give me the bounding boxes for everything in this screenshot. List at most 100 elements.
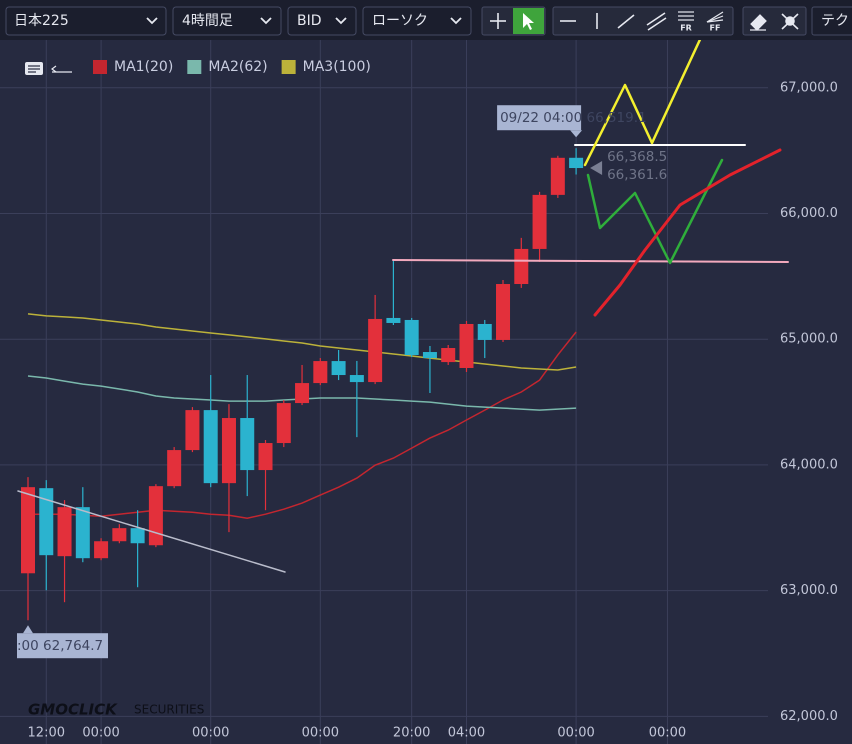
candle-body <box>130 528 145 544</box>
x-tick-label: 20:00 <box>393 726 430 741</box>
logo-sub: SECURITIES <box>134 703 204 717</box>
price-type-dropdown[interactable] <box>287 6 357 36</box>
legend: MA1(20) MA2(62) MA3(100) <box>25 59 371 75</box>
legend-collapse-icon[interactable] <box>51 65 72 73</box>
symbol-dropdown[interactable] <box>5 6 167 36</box>
path-drawing <box>593 148 782 317</box>
y-tick-label: 67,000.0 <box>780 80 838 95</box>
candle-body <box>550 157 565 195</box>
low-marker-label: :00 62,764.7 <box>17 638 103 654</box>
erase-group <box>742 6 807 36</box>
symbol-label: 日本225 <box>14 13 69 29</box>
x-tick-label: 00:00 <box>649 726 686 741</box>
legend-swatch <box>281 60 296 74</box>
eraser-button[interactable] <box>750 14 767 31</box>
logo-main: GMOCLICK <box>28 701 118 719</box>
candle-body <box>167 450 182 487</box>
candle-body <box>203 410 218 484</box>
y-tick-label: 62,000.0 <box>780 709 838 724</box>
high-marker-pointer <box>570 130 583 138</box>
legend-icon-lines <box>28 65 40 73</box>
fibo-fan-button[interactable] <box>706 11 724 23</box>
delete-all-button[interactable] <box>781 13 799 30</box>
high-marker-label: 09/22 04:00 66,519.1 <box>500 110 647 126</box>
candle-body <box>331 361 346 376</box>
candle-body <box>368 318 383 383</box>
bid-price-label: 66,361.6 <box>607 167 667 183</box>
moving-average-line <box>27 313 577 371</box>
y-tick-label: 66,000.0 <box>780 206 838 221</box>
fibo-retracement-button[interactable] <box>678 11 694 21</box>
candle-body <box>422 352 437 359</box>
horizontal-line <box>392 259 789 263</box>
candle-body <box>39 488 54 556</box>
candle-body <box>57 507 72 557</box>
candle-body <box>276 403 291 444</box>
drawings <box>17 16 789 573</box>
logo: GMOCLICK SECURITIES <box>28 701 204 719</box>
dropdown-arrow <box>260 17 272 25</box>
chart-style-dropdown[interactable] <box>362 6 472 36</box>
candle-body <box>295 383 310 404</box>
draw-tool-group <box>552 6 734 36</box>
candle-body <box>514 248 529 285</box>
timeframe-label: 4時間足 <box>182 13 233 29</box>
candle-body <box>404 319 419 356</box>
low-marker-box <box>17 633 108 659</box>
y-tick-label: 64,000.0 <box>780 457 838 472</box>
x-tick-label: 00:00 <box>302 726 339 741</box>
legend-label[interactable]: MA2(62) <box>208 59 267 75</box>
candle-body <box>349 375 364 383</box>
candle-body <box>21 487 35 574</box>
crosshair-button[interactable] <box>490 13 506 29</box>
candle-body <box>148 486 163 546</box>
legend-swatch <box>187 60 202 74</box>
candle-body <box>477 323 492 340</box>
x-tick-label: 00:00 <box>557 726 594 741</box>
low-marker-pointer <box>23 625 33 634</box>
annotations: 09/22 04:00 66,519.1 66,368.5 66,361.6:00 … <box>17 105 667 659</box>
candle-body <box>569 157 584 169</box>
candle-body <box>75 507 90 559</box>
moving-average-line <box>28 331 577 519</box>
pointer-icon <box>523 13 534 30</box>
toolbar: 日本225 4時間足 BID ローソク FR FF テク <box>0 0 852 40</box>
x-tick-label: 12:00 <box>28 726 65 741</box>
path-drawing <box>583 16 712 167</box>
x-tick-label: 00:00 <box>192 726 229 741</box>
candle-body <box>221 418 236 484</box>
legend-label[interactable]: MA3(100) <box>303 59 371 75</box>
plot <box>21 148 584 621</box>
price-type-label: BID <box>297 13 322 29</box>
timeframe-dropdown[interactable] <box>172 6 282 36</box>
channel-button[interactable] <box>646 12 667 31</box>
candle-body <box>386 317 401 323</box>
path-drawing <box>586 158 724 265</box>
legend-label[interactable]: MA1(20) <box>114 59 173 75</box>
trend-line <box>17 490 286 573</box>
candle-body <box>112 528 127 542</box>
candle-body <box>240 418 255 471</box>
candle-body <box>441 348 456 363</box>
high-marker-box <box>497 105 582 131</box>
tool-label: FR <box>680 24 692 33</box>
candle-body <box>185 410 200 451</box>
candle-body <box>313 361 328 384</box>
last-price-pointer <box>590 161 603 176</box>
candle-body <box>94 541 109 559</box>
technical-tab[interactable] <box>811 6 852 36</box>
trendline-button[interactable] <box>617 14 635 29</box>
candle-body <box>459 323 474 368</box>
tool-label: FF <box>710 24 721 33</box>
candle-body <box>496 284 511 340</box>
dropdown-arrow <box>335 17 347 25</box>
dropdown-arrow <box>146 17 158 25</box>
y-tick-label: 63,000.0 <box>780 583 838 598</box>
x-tick-label: 00:00 <box>82 726 119 741</box>
x-tick-label: 04:00 <box>448 726 485 741</box>
y-tick-label: 65,000.0 <box>780 332 838 347</box>
candle-body <box>258 443 273 471</box>
